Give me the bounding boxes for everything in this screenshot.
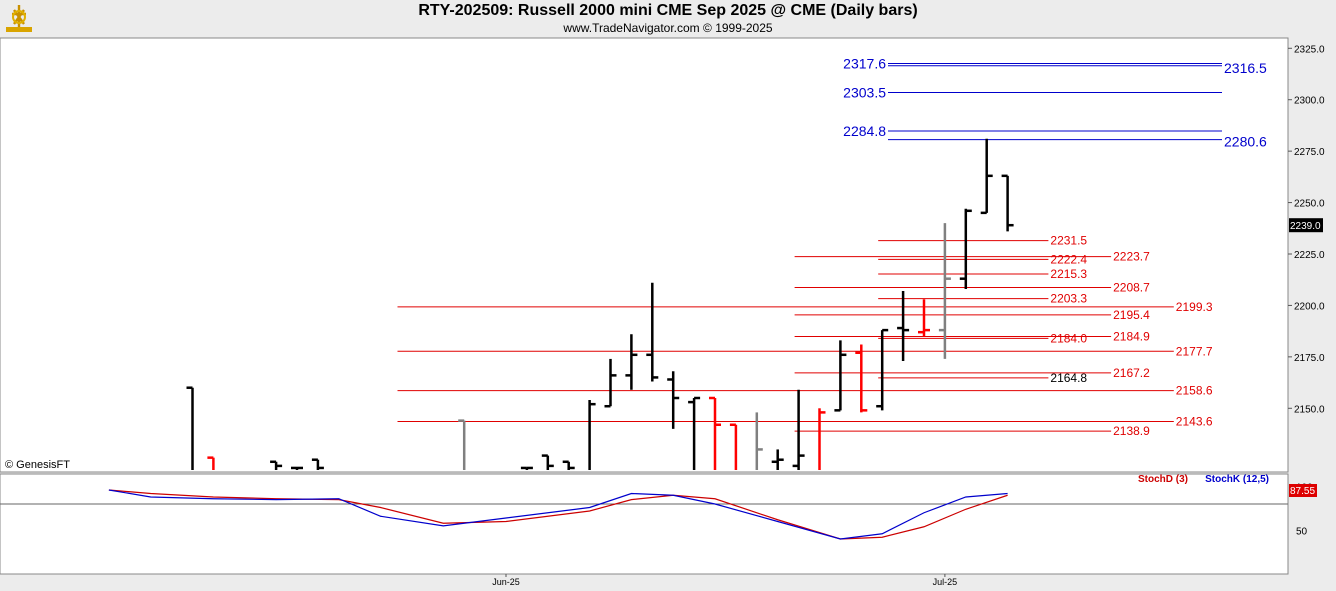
blue-level-label: 2284.8	[843, 123, 886, 139]
last-price-label: 2239.0	[1290, 221, 1321, 232]
stoch-tick-label: 50	[1296, 526, 1308, 537]
compass-logo-icon[interactable]	[4, 2, 34, 39]
blue-level-label: 2317.6	[843, 56, 886, 72]
y-tick-label: 2325.0	[1294, 44, 1325, 55]
fib-level-label: 2158.6	[1176, 384, 1213, 398]
fib-level-label: 2164.8	[1050, 371, 1087, 385]
price-panel	[0, 37, 1289, 473]
fib-level-label: 2167.2	[1113, 366, 1150, 380]
blue-level-label: 2280.6	[1224, 134, 1267, 150]
y-tick-label: 2300.0	[1294, 96, 1325, 107]
fib-level-label: 2203.3	[1050, 292, 1087, 306]
fib-level-label: 2143.6	[1176, 414, 1213, 428]
last-price-tag	[1289, 218, 1323, 233]
fib-level-label: 2223.7	[1113, 250, 1150, 264]
x-tick-label: Jul-25	[933, 577, 958, 587]
stochastic-line	[108, 489, 1008, 540]
chart-subtitle: www.TradeNavigator.com © 1999-2025	[563, 21, 773, 35]
y-tick-label: 2275.0	[1294, 147, 1325, 158]
watermark: © GenesisFT	[5, 459, 70, 471]
chart-header: RTY-202509: Russell 2000 mini CME Sep 20…	[0, 0, 1336, 38]
y-tick-label: 2250.0	[1294, 199, 1325, 210]
stochk-legend: StochK (12,5)	[1205, 474, 1269, 485]
blue-level-label: 2316.5	[1224, 60, 1267, 76]
y-tick-label: 2200.0	[1294, 301, 1325, 312]
y-tick-label: 2225.0	[1294, 250, 1325, 261]
y-tick-label: 2175.0	[1294, 353, 1325, 364]
stoch-value-tag	[1289, 484, 1317, 497]
fib-level-label: 2195.4	[1113, 308, 1150, 322]
chart-title: RTY-202509: Russell 2000 mini CME Sep 20…	[418, 2, 918, 19]
fib-level-label: 2184.0	[1050, 331, 1087, 345]
fib-level-label: 2215.3	[1050, 267, 1087, 281]
fib-level-label: 2231.5	[1050, 234, 1087, 248]
fib-level-label: 2199.3	[1176, 300, 1213, 314]
stochastic-panel	[0, 473, 1289, 575]
blue-level-label: 2303.5	[843, 85, 886, 101]
fib-level-label: 2177.7	[1176, 344, 1213, 358]
fib-level-label: 2184.9	[1113, 329, 1150, 343]
y-tick-label: 2150.0	[1294, 404, 1325, 415]
x-tick-label: Jun-25	[492, 577, 520, 587]
stoch-value-label: 87.55	[1290, 486, 1315, 497]
stochastic-line	[108, 489, 1008, 540]
stochd-legend: StochD (3)	[1138, 474, 1188, 485]
fib-level-label: 2138.9	[1113, 424, 1150, 438]
fib-level-label: 2208.7	[1113, 281, 1150, 295]
fib-level-label: 2222.4	[1050, 252, 1087, 266]
